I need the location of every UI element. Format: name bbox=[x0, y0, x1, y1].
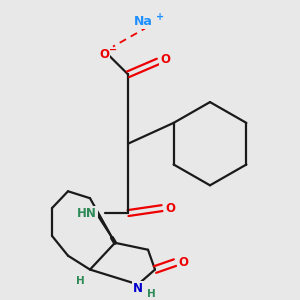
Text: HN: HN bbox=[77, 207, 97, 220]
Text: H: H bbox=[76, 277, 84, 286]
Text: −: − bbox=[109, 45, 117, 55]
Polygon shape bbox=[97, 211, 115, 243]
Text: O: O bbox=[99, 48, 109, 61]
Text: +: + bbox=[156, 12, 164, 22]
Text: N: N bbox=[133, 282, 143, 295]
Text: O: O bbox=[165, 202, 175, 214]
Text: O: O bbox=[160, 53, 170, 66]
Text: H: H bbox=[147, 289, 155, 299]
Text: Na: Na bbox=[134, 15, 152, 28]
Text: O: O bbox=[178, 256, 188, 269]
